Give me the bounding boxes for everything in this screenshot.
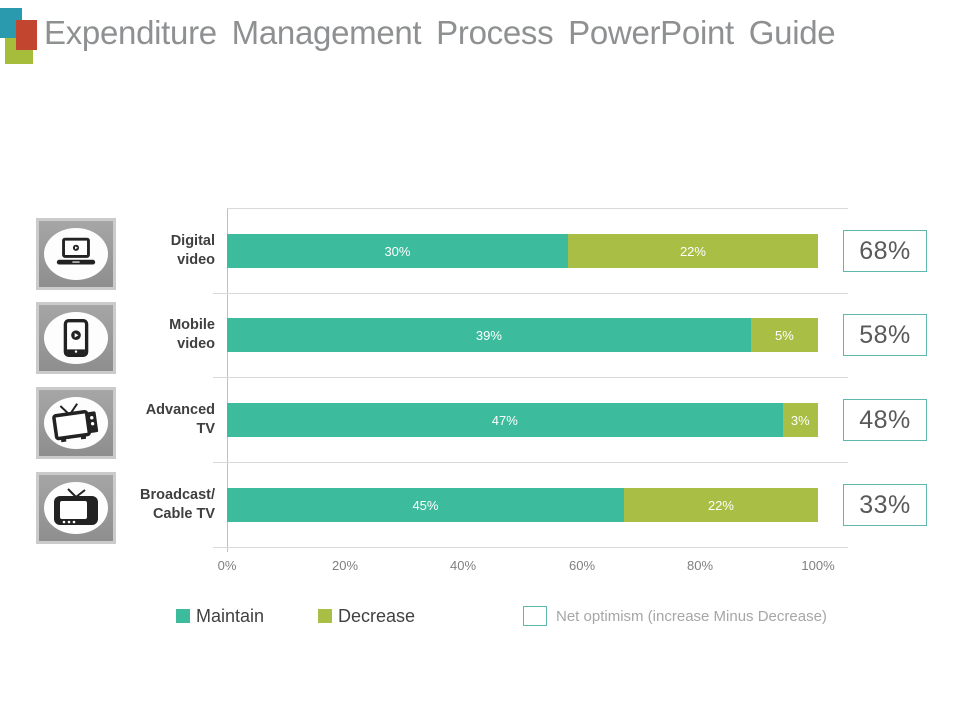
maintain-bar-segment: 47% (227, 403, 783, 437)
net-optimism-legend-label: Net optimism (increase Minus Decrease) (556, 608, 827, 625)
logo-red-square (16, 20, 37, 50)
category-label-digital-video: Digital video (170, 233, 215, 268)
icon-ellipse (44, 312, 108, 364)
decrease-bar-segment: 22% (623, 488, 818, 522)
advanced-tv-icon-tile (36, 387, 116, 459)
stacked-bar-broadcast-cable-tv: 45% 22% (227, 488, 818, 522)
x-tick-100: 100% (801, 558, 835, 573)
stacked-bar-digital-video: 30% 22% (227, 234, 818, 268)
decrease-value-label: 3% (790, 412, 810, 428)
maintain-value-label: 45% (412, 497, 439, 513)
maintain-bar-segment: 39% (227, 318, 751, 352)
net-optimism-value: 58% (859, 320, 911, 349)
decrease-value-label: 22% (679, 243, 706, 259)
broadcast-tv-icon-tile (36, 472, 116, 544)
net-optimism-value: 33% (859, 490, 911, 519)
decrease-value-label: 5% (775, 327, 794, 343)
net-optimism-value: 48% (859, 405, 911, 434)
maintain-bar-segment: 45% (227, 488, 624, 522)
icon-ellipse (44, 228, 108, 280)
mobile-video-icon-tile (36, 302, 116, 374)
decrease-value-label: 22% (707, 497, 734, 513)
tablet-video-icon (63, 319, 89, 357)
net-optimism-value: 68% (859, 236, 911, 265)
net-optimism-box: 58% (843, 314, 927, 356)
net-optimism-box: 48% (843, 399, 927, 441)
category-label-broadcast-cable-tv: Broadcast/ Cable TV (140, 487, 215, 522)
plot-top-border (227, 208, 848, 209)
laptop-video-icon (56, 237, 96, 265)
x-axis-line (213, 547, 848, 548)
maintain-legend-label: Maintain (196, 606, 265, 626)
category-label-advanced-tv: Advanced TV (145, 402, 215, 437)
net-optimism-legend-box (523, 606, 547, 626)
row-separator (213, 462, 848, 463)
row-separator (213, 293, 848, 294)
page-title: Expenditure Management Process PowerPoin… (44, 14, 836, 51)
retro-tv-icon (54, 488, 98, 525)
decrease-bar-segment: 5% (750, 318, 818, 352)
icon-ellipse (44, 482, 108, 534)
decrease-legend-swatch (318, 609, 332, 623)
category-label-mobile-video: Mobile video (169, 317, 215, 352)
y-axis-line (227, 208, 228, 552)
maintain-value-label: 30% (384, 243, 411, 259)
x-tick-60: 60% (568, 558, 596, 573)
decrease-legend-label: Decrease (338, 606, 416, 626)
decrease-bar-segment: 22% (567, 234, 818, 268)
decrease-bar-segment: 3% (782, 403, 818, 437)
digital-video-icon-tile (36, 218, 116, 290)
maintain-bar-segment: 30% (227, 234, 568, 268)
net-optimism-box: 33% (843, 484, 927, 526)
x-tick-20: 20% (331, 558, 359, 573)
stacked-bar-advanced-tv: 47% 3% (227, 403, 818, 437)
x-tick-40: 40% (449, 558, 477, 573)
net-optimism-box: 68% (843, 230, 927, 272)
maintain-legend-swatch (176, 609, 190, 623)
maintain-value-label: 39% (475, 327, 502, 343)
stacked-bar-mobile-video: 39% 5% (227, 318, 818, 352)
x-tick-0: 0% (217, 558, 237, 573)
icon-ellipse (44, 397, 108, 449)
row-separator (213, 377, 848, 378)
tv-antenna-icon (52, 403, 99, 443)
x-tick-80: 80% (686, 558, 714, 573)
maintain-value-label: 47% (491, 412, 518, 428)
brand-logo (0, 0, 50, 70)
